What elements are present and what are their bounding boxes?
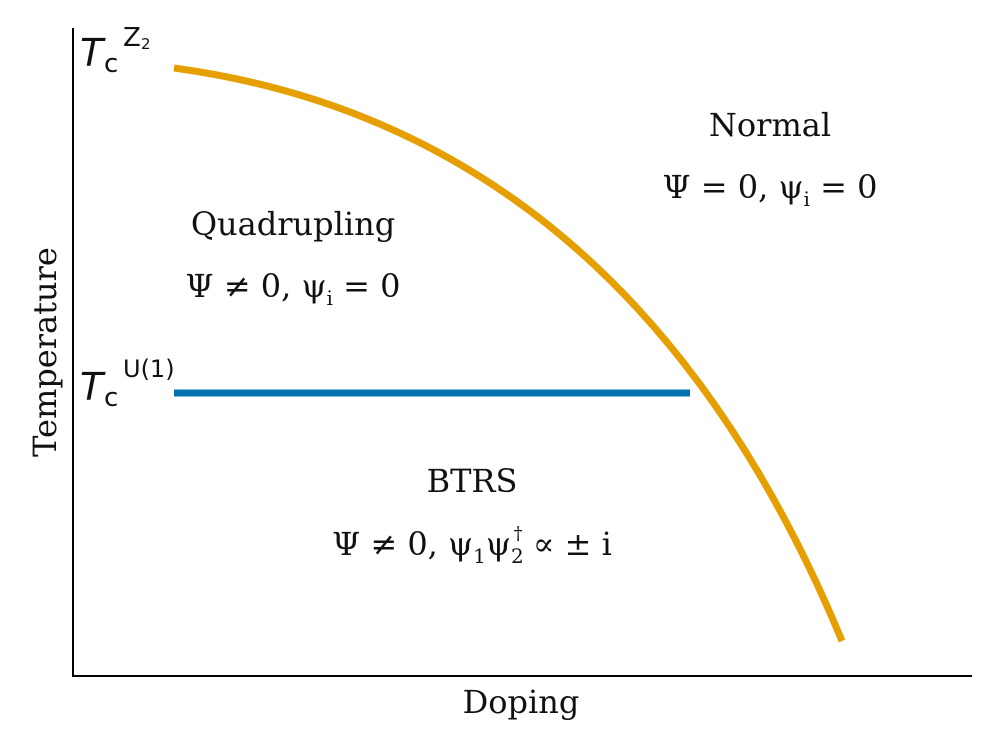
- tc-u1-label: T c U(1): [80, 355, 175, 413]
- normal-region-title: Normal: [709, 106, 831, 144]
- btrs-region-title: BTRS: [427, 462, 518, 500]
- quadrupling-region-title: Quadrupling: [191, 205, 395, 243]
- tc-z2-superscript: Z: [123, 23, 141, 53]
- tc-z2-subscript: c: [104, 49, 118, 79]
- tc-u1-superscript: U(1): [123, 355, 175, 383]
- tc-z2-label: T c Z 2: [80, 23, 151, 79]
- tc-z2-symbol: T: [80, 31, 106, 75]
- normal-region-formula: Ψ = 0, ψi = 0: [663, 168, 878, 211]
- y-axis-label: Temperature: [26, 247, 64, 457]
- tc-u1-subscript: c: [104, 383, 118, 413]
- z2-transition-curve: [173, 64, 846, 643]
- tc-u1-symbol: T: [80, 365, 106, 409]
- tc-z2-superscript-sub: 2: [141, 35, 151, 53]
- x-axis-label: Doping: [463, 683, 580, 721]
- quadrupling-region-formula: Ψ ≠ 0, ψi = 0: [186, 267, 401, 310]
- btrs-region-formula: Ψ ≠ 0, ψ1ψ2† ∝ ± i: [332, 523, 612, 568]
